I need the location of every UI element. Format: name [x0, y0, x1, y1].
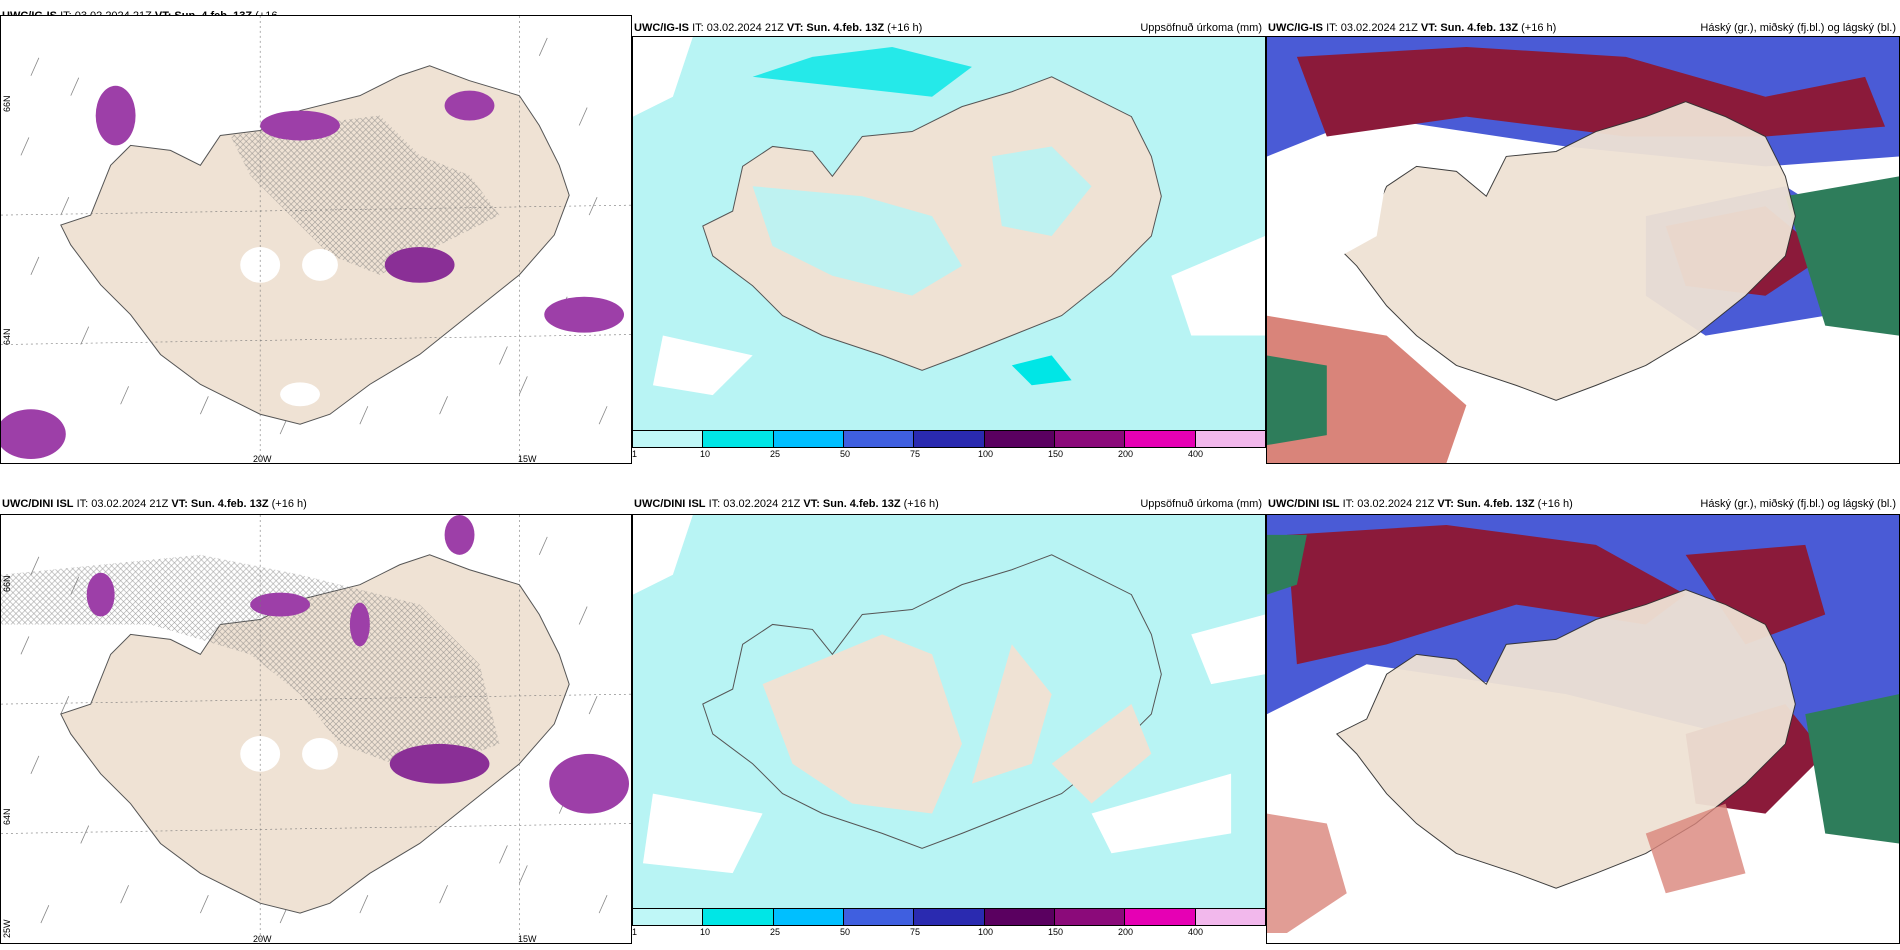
colorbar-tick: 100 [978, 449, 994, 459]
lead-time: (+16 h) [1537, 498, 1573, 510]
lat-label-25w: 25W [2, 919, 12, 938]
lead-time: (+16 h) [887, 22, 923, 34]
colorbar-box [703, 909, 774, 925]
colorbar-boxes [632, 430, 1266, 448]
field-title: Uppsöfnuð úrkoma (mm) [1140, 22, 1262, 34]
colorbar-tick: 1 [632, 449, 638, 459]
colorbar-tick: 50 [840, 449, 851, 459]
panel-top-middle: UWC/IG-IS IT: 03.02.2024 21Z VT: Sun. 4.… [632, 0, 1266, 470]
colorbar-tick: 10 [700, 927, 711, 937]
lead-time: (+16 h) [903, 498, 939, 510]
colorbar-box [984, 909, 1055, 925]
lat-label-64n: 64N [2, 808, 12, 825]
valid-time: VT: Sun. 4.feb. 13Z [786, 22, 885, 34]
model-name: UWC/DINI ISL [2, 498, 74, 510]
colorbar-tick: 200 [1118, 927, 1134, 937]
colorbar-tick: 150 [1048, 927, 1064, 937]
lead-time: (+16 h) [271, 498, 307, 510]
field-title: Háský (gr.), miðský (fj.bl.) og lágský (… [1700, 498, 1896, 510]
model-name: UWC/DINI ISL [1268, 498, 1340, 510]
panel-top-right: UWC/IG-IS IT: 03.02.2024 21Z VT: Sun. 4.… [1266, 0, 1900, 470]
colorbar-tick: 75 [910, 449, 921, 459]
colorbar-tick: 400 [1188, 449, 1204, 459]
colorbar-box [984, 431, 1055, 447]
map-precip-panel [632, 514, 1266, 910]
colorbar-precip: 1 10 25 50 75 100 150 200 400 [632, 430, 1266, 462]
colorbar-labels: 1 10 25 50 75 100 150 200 400 [632, 449, 1266, 461]
colorbar-box [703, 431, 774, 447]
colorbar-precip: 1 10 25 50 75 100 150 200 400 [632, 908, 1266, 940]
lon-label-20w: 20W [253, 934, 272, 944]
colorbar-box [1054, 431, 1126, 447]
model-name: UWC/IG-IS [634, 22, 689, 34]
colorbar-box [843, 909, 915, 925]
colorbar-tick: 25 [770, 449, 781, 459]
lon-label-15w: 15W [518, 454, 537, 464]
panel-title: UWC/IG-IS IT: 03.02.2024 21Z VT: Sun. 4.… [634, 22, 1262, 38]
colorbar-tick: 400 [1188, 927, 1204, 937]
colorbar-box [773, 909, 844, 925]
lat-label-64n: 64N [2, 328, 12, 345]
lat-label-66n: 66N [2, 575, 12, 592]
colorbar-box [633, 909, 704, 925]
model-name: UWC/DINI ISL [634, 498, 706, 510]
map-cloud-panel [1266, 36, 1900, 464]
colorbar-tick: 50 [840, 927, 851, 937]
panel-bottom-middle: UWC/DINI ISL IT: 03.02.2024 21Z VT: Sun.… [632, 480, 1266, 950]
colorbar-box [843, 431, 915, 447]
lead-time: (+16 h) [1521, 22, 1557, 34]
panel-title: UWC/DINI ISL IT: 03.02.2024 21Z VT: Sun.… [2, 498, 628, 514]
panel-bottom-left: UWC/DINI ISL IT: 03.02.2024 21Z VT: Sun.… [0, 480, 632, 950]
field-title: Háský (gr.), miðský (fj.bl.) og lágský (… [1700, 22, 1896, 34]
map-precip-panel [632, 36, 1266, 432]
init-time: IT: 03.02.2024 21Z [692, 22, 784, 34]
valid-time: VT: Sun. 4.feb. 13Z [1420, 22, 1519, 34]
map-wind-panel [0, 514, 632, 944]
panel-title: UWC/DINI ISL IT: 03.02.2024 21Z VT: Sun.… [1268, 498, 1896, 514]
colorbar-box [1125, 431, 1196, 447]
panel-title: UWC/IG-IS IT: 03.02.2024 21Z VT: Sun. 4.… [1268, 22, 1896, 38]
colorbar-tick: 25 [770, 927, 781, 937]
colorbar-tick: 75 [910, 927, 921, 937]
colorbar-box [914, 431, 985, 447]
panel-bottom-right: UWC/DINI ISL IT: 03.02.2024 21Z VT: Sun.… [1266, 480, 1900, 950]
colorbar-tick: 1 [632, 927, 638, 937]
colorbar-tick: 100 [978, 927, 994, 937]
colorbar-tick: 200 [1118, 449, 1134, 459]
field-title: Uppsöfnuð úrkoma (mm) [1140, 498, 1262, 510]
colorbar-box [633, 431, 704, 447]
valid-time: VT: Sun. 4.feb. 13Z [803, 498, 901, 510]
valid-time: VT: Sun. 4.feb. 13Z [1437, 498, 1535, 510]
valid-time: VT: Sun. 4.feb. 13Z [171, 498, 269, 510]
init-time: IT: 03.02.2024 21Z [1326, 22, 1418, 34]
colorbar-tick: 150 [1048, 449, 1064, 459]
map-cloud-panel [1266, 514, 1900, 944]
init-time: IT: 03.02.2024 21Z [1342, 498, 1435, 510]
colorbar-tick: 10 [700, 449, 711, 459]
map-wind-panel [0, 15, 632, 464]
init-time: IT: 03.02.2024 21Z [76, 498, 169, 510]
lon-label-20w: 20W [253, 454, 272, 464]
lat-label-66n: 66N [2, 95, 12, 112]
colorbar-box [1195, 431, 1265, 447]
panel-top-left: UWC/IG-IS IT: 03.02.2024 21Z VT: Sun. 4.… [0, 0, 632, 470]
lon-label-15w: 15W [518, 934, 537, 944]
colorbar-box [914, 909, 985, 925]
colorbar-box [1195, 909, 1265, 925]
colorbar-box [773, 431, 844, 447]
panel-title: UWC/DINI ISL IT: 03.02.2024 21Z VT: Sun.… [634, 498, 1262, 514]
model-name: UWC/IG-IS [1268, 22, 1323, 34]
colorbar-boxes [632, 908, 1266, 926]
colorbar-labels: 1 10 25 50 75 100 150 200 400 [632, 927, 1266, 939]
init-time: IT: 03.02.2024 21Z [708, 498, 801, 510]
colorbar-box [1054, 909, 1126, 925]
colorbar-box [1125, 909, 1196, 925]
